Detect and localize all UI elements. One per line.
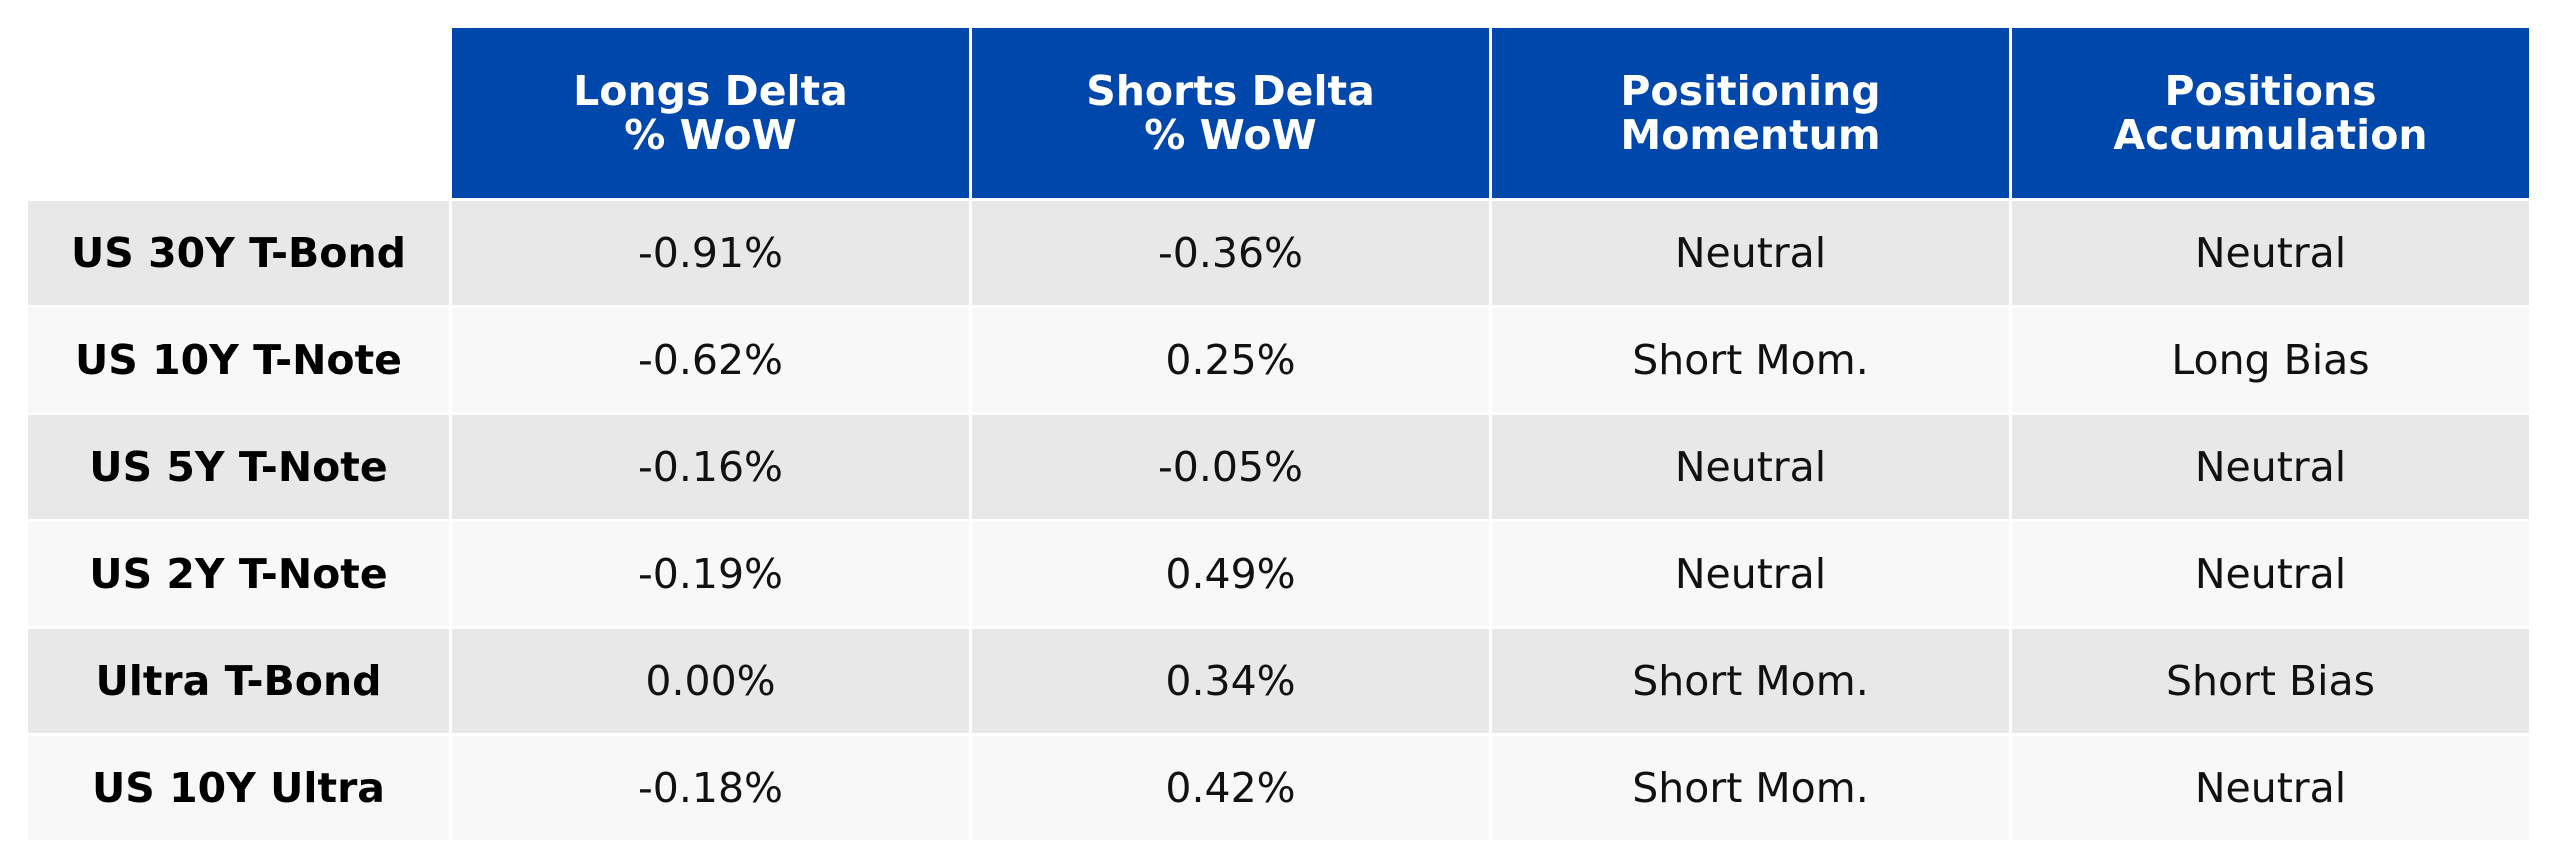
column-header-line: % WoW — [624, 111, 797, 159]
header-row: Longs Delta % WoW Shorts Delta % WoW Pos… — [25, 25, 2532, 201]
table-cell: -0.62% — [449, 305, 972, 415]
table-cell: Short Mom. — [1489, 733, 2012, 843]
table-cell: 0.34% — [969, 626, 1492, 736]
table-cell: -0.36% — [969, 198, 1492, 308]
table-row: US 10Y T-Note -0.62% 0.25% Short Mom. Lo… — [25, 305, 2532, 415]
table-cell: Long Bias — [2009, 305, 2532, 415]
table-row: US 5Y T-Note -0.16% -0.05% Neutral Neutr… — [25, 412, 2532, 522]
column-header-longs-delta: Longs Delta % WoW — [449, 25, 972, 201]
column-header-line: Positions — [2164, 67, 2377, 115]
table-cell: Neutral — [1489, 519, 2012, 629]
row-label: US 5Y T-Note — [25, 412, 452, 522]
table-row: Ultra T-Bond 0.00% 0.34% Short Mom. Shor… — [25, 626, 2532, 736]
column-header-positions-accumulation: Positions Accumulation — [2009, 25, 2532, 201]
column-header-positioning-momentum: Positioning Momentum — [1489, 25, 2012, 201]
table-cell: -0.05% — [969, 412, 1492, 522]
table-cell: Neutral — [1489, 198, 2012, 308]
table-cell: Short Bias — [2009, 626, 2532, 736]
table-cell: -0.19% — [449, 519, 972, 629]
table-row: US 2Y T-Note -0.19% 0.49% Neutral Neutra… — [25, 519, 2532, 629]
column-header-shorts-delta: Shorts Delta % WoW — [969, 25, 1492, 201]
header-corner — [25, 25, 452, 201]
table-cell: Neutral — [2009, 519, 2532, 629]
table-cell: Short Mom. — [1489, 626, 2012, 736]
column-header-line: Accumulation — [2113, 111, 2428, 159]
row-label: US 10Y Ultra — [25, 733, 452, 843]
column-header-line: Momentum — [1620, 111, 1881, 159]
row-label: US 30Y T-Bond — [25, 198, 452, 308]
table-row: US 10Y Ultra -0.18% 0.42% Short Mom. Neu… — [25, 733, 2532, 843]
table-cell: -0.16% — [449, 412, 972, 522]
table-cell: 0.25% — [969, 305, 1492, 415]
row-label: Ultra T-Bond — [25, 626, 452, 736]
column-header-line: Shorts Delta — [1086, 67, 1375, 115]
table-row: US 30Y T-Bond -0.91% -0.36% Neutral Neut… — [25, 198, 2532, 308]
column-header-line: % WoW — [1144, 111, 1317, 159]
table-cell: 0.49% — [969, 519, 1492, 629]
table-cell: 0.42% — [969, 733, 1492, 843]
table-cell: Short Mom. — [1489, 305, 2012, 415]
table-cell: 0.00% — [449, 626, 972, 736]
table-cell: Neutral — [1489, 412, 2012, 522]
column-header-line: Longs Delta — [573, 67, 848, 115]
column-header-line: Positioning — [1620, 67, 1881, 115]
table-cell: Neutral — [2009, 198, 2532, 308]
table-cell: -0.18% — [449, 733, 972, 843]
row-label: US 10Y T-Note — [25, 305, 452, 415]
table-cell: Neutral — [2009, 412, 2532, 522]
table-cell: -0.91% — [449, 198, 972, 308]
row-label: US 2Y T-Note — [25, 519, 452, 629]
positioning-table-container: Longs Delta % WoW Shorts Delta % WoW Pos… — [25, 25, 2532, 843]
positioning-table: Longs Delta % WoW Shorts Delta % WoW Pos… — [25, 25, 2532, 843]
table-cell: Neutral — [2009, 733, 2532, 843]
table-body: US 30Y T-Bond -0.91% -0.36% Neutral Neut… — [25, 198, 2532, 843]
table-header: Longs Delta % WoW Shorts Delta % WoW Pos… — [25, 25, 2532, 201]
